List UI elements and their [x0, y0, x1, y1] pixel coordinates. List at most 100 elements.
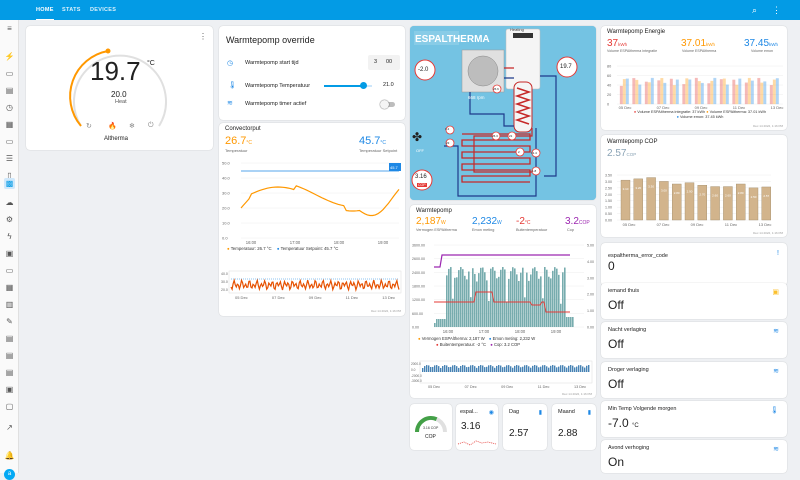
more-vert-icon[interactable]: ⋮: [199, 32, 207, 41]
tile-iemand-thuis[interactable]: iemand thuis ▣ Off: [601, 283, 787, 319]
sidebar-item-power-icon[interactable]: ϟ: [7, 232, 12, 241]
power-bar: [468, 271, 470, 327]
tab-devices[interactable]: DEVICES: [90, 7, 117, 13]
sidebar-item-energy-icon[interactable]: ⚡: [4, 52, 15, 61]
sidebar-item-server-icon[interactable]: ▤: [5, 351, 14, 360]
mini-bar: [492, 366, 494, 372]
vermogen-value: 2,187W: [416, 216, 446, 227]
tile-nacht-verlaging[interactable]: Nacht verlaging ≋ Off: [601, 322, 787, 358]
power-bar: [560, 303, 562, 327]
energie-v1: 37kWh: [607, 38, 627, 49]
search-icon[interactable]: ⌕: [752, 5, 758, 15]
legend-emon: Emon meting: 2,232 W: [492, 336, 536, 341]
cop-bar: [761, 186, 772, 221]
tile-error-code[interactable]: espaltherma_error_code ! 0: [601, 243, 787, 286]
sidebar-item-hdd-icon[interactable]: ▭: [5, 266, 14, 275]
timer-toggle[interactable]: [380, 100, 395, 109]
tile-min-temp[interactable]: Min Temp Volgende morgen 🌡 -7.0 °C: [601, 401, 787, 437]
sidebar-item-heatpump-icon[interactable]: ▩: [4, 178, 15, 189]
pipe-supply: [473, 128, 533, 173]
sidebar-item-tools-icon[interactable]: ↗: [6, 423, 13, 432]
sidebar-item-user-icon[interactable]: ▣: [5, 249, 14, 258]
cop-bar-label: 2.70: [699, 192, 705, 196]
convectorput-title: Convectorput: [225, 126, 261, 132]
sidebar-item-calendar-icon[interactable]: ▦: [5, 283, 14, 292]
power-bar: [504, 269, 506, 327]
mini-bar: [584, 367, 586, 372]
convector-setpoint-unit: °C: [380, 140, 387, 146]
mini-bar: [468, 366, 470, 372]
sidebar-item-tv-icon[interactable]: ▭: [5, 137, 14, 146]
sidebar-item-cloud-icon[interactable]: ☁: [5, 198, 14, 207]
cop-gauge-card[interactable]: 3.16 COP COP: [410, 404, 452, 450]
power-bar: [556, 268, 558, 327]
temperature-value: 21.0: [383, 82, 394, 88]
energy-bar: [775, 78, 779, 105]
cool-mode-icon[interactable]: ❄: [129, 123, 135, 130]
tab-home[interactable]: HOME: [36, 0, 54, 20]
cop-bar-label: 2.50: [751, 195, 757, 199]
cop-current-unit: COP: [626, 152, 637, 157]
avatar[interactable]: a: [4, 469, 15, 480]
sensor-3: [491, 131, 501, 141]
tile-avond-verhoging[interactable]: Avond verhoging ≋ On: [601, 440, 787, 473]
notifications-icon[interactable]: 🔔: [4, 451, 15, 460]
energy-bar: [650, 77, 654, 105]
mini-bar: [458, 367, 460, 372]
ytick-label: 60: [607, 74, 611, 78]
sidebar-item-phone-icon[interactable]: ▯: [7, 171, 12, 180]
right-ytick-label: 1.00: [587, 309, 594, 313]
heat-mode-icon[interactable]: 🔥: [108, 123, 117, 130]
energy-bar: [725, 84, 729, 105]
outdoor-temp: -2.0: [418, 67, 429, 73]
dag-card[interactable]: Dag ▮ 2.57: [503, 404, 547, 450]
tile-droger-verlaging[interactable]: Droger verlaging ≋ Off: [601, 362, 787, 398]
mini-bar: [432, 366, 434, 372]
sensor-1: [445, 125, 455, 135]
mini-bar: [514, 365, 516, 372]
cop-series-line: [434, 254, 570, 268]
energie-v2-number: 37.01: [681, 38, 707, 49]
sidebar-item-code-icon[interactable]: ▢: [5, 402, 14, 411]
sidebar-item-wrench-icon[interactable]: ✎: [6, 317, 13, 326]
wp-mini-ytick: -3000.0: [411, 379, 422, 383]
time-minutes[interactable]: 00: [386, 59, 393, 65]
sidebar-item-settings-icon[interactable]: ⚙: [5, 215, 14, 224]
sensor-5-value: 31.4: [531, 151, 537, 155]
ytick-label: 3.00: [605, 180, 612, 184]
temperature-slider[interactable]: [324, 82, 372, 89]
legend-setpoint: Temperatuur Setpoint: 45.7 °C: [280, 246, 339, 251]
sidebar-item-device-icon[interactable]: ▦: [5, 120, 14, 129]
sidebar-item-bar-icon[interactable]: ▥: [5, 300, 14, 309]
ytick-label: 0.00: [605, 219, 612, 223]
energie-v2: 37.01kWh: [681, 38, 715, 49]
tab-stats[interactable]: STATS: [62, 7, 81, 13]
off-mode-icon[interactable]: ⏻: [148, 122, 154, 129]
maand-card[interactable]: Maand ▮ 2.88: [552, 404, 596, 450]
sidebar-item-media-icon[interactable]: ▣: [5, 385, 14, 394]
energy-bar: [685, 78, 689, 105]
sidebar-item-log-icon[interactable]: ▤: [5, 368, 14, 377]
time-hours[interactable]: 3: [374, 59, 378, 65]
slider-knob[interactable]: [359, 82, 367, 89]
legend-energie-3: Volume emon: 37.45 kWh: [679, 115, 724, 119]
energy-bar: [632, 78, 636, 105]
menu-icon[interactable]: ≡: [7, 24, 12, 33]
sidebar-item-car-icon[interactable]: ▭: [5, 69, 14, 78]
altherma-brand: ESPALTHERMA: [415, 34, 490, 45]
toggle-knob[interactable]: [380, 100, 389, 109]
more-vert-icon[interactable]: ⋮: [772, 5, 781, 15]
sidebar-item-list-icon[interactable]: ☰: [5, 154, 14, 163]
sidebar-item-timer-icon[interactable]: ◷: [6, 103, 13, 112]
espal-card[interactable]: espal... ◉ 3.16: [456, 404, 498, 450]
auto-mode-icon[interactable]: ↻: [86, 123, 92, 130]
altherma-diagram-card[interactable]: ESPALTHERMA Heating -2.0 19.7 3.16 COP 6…: [410, 26, 596, 200]
power-bar: [548, 276, 550, 327]
bookmark-icon: ▮: [587, 410, 591, 416]
time-input[interactable]: 3 00: [368, 55, 400, 70]
ytick-label: 0.50: [605, 212, 612, 216]
sidebar-item-clipboard-icon[interactable]: ▤: [5, 334, 14, 343]
thermostat-dial[interactable]: [26, 26, 213, 150]
mini-bar: [550, 365, 552, 372]
sidebar-item-chart-icon[interactable]: ▤: [5, 86, 14, 95]
